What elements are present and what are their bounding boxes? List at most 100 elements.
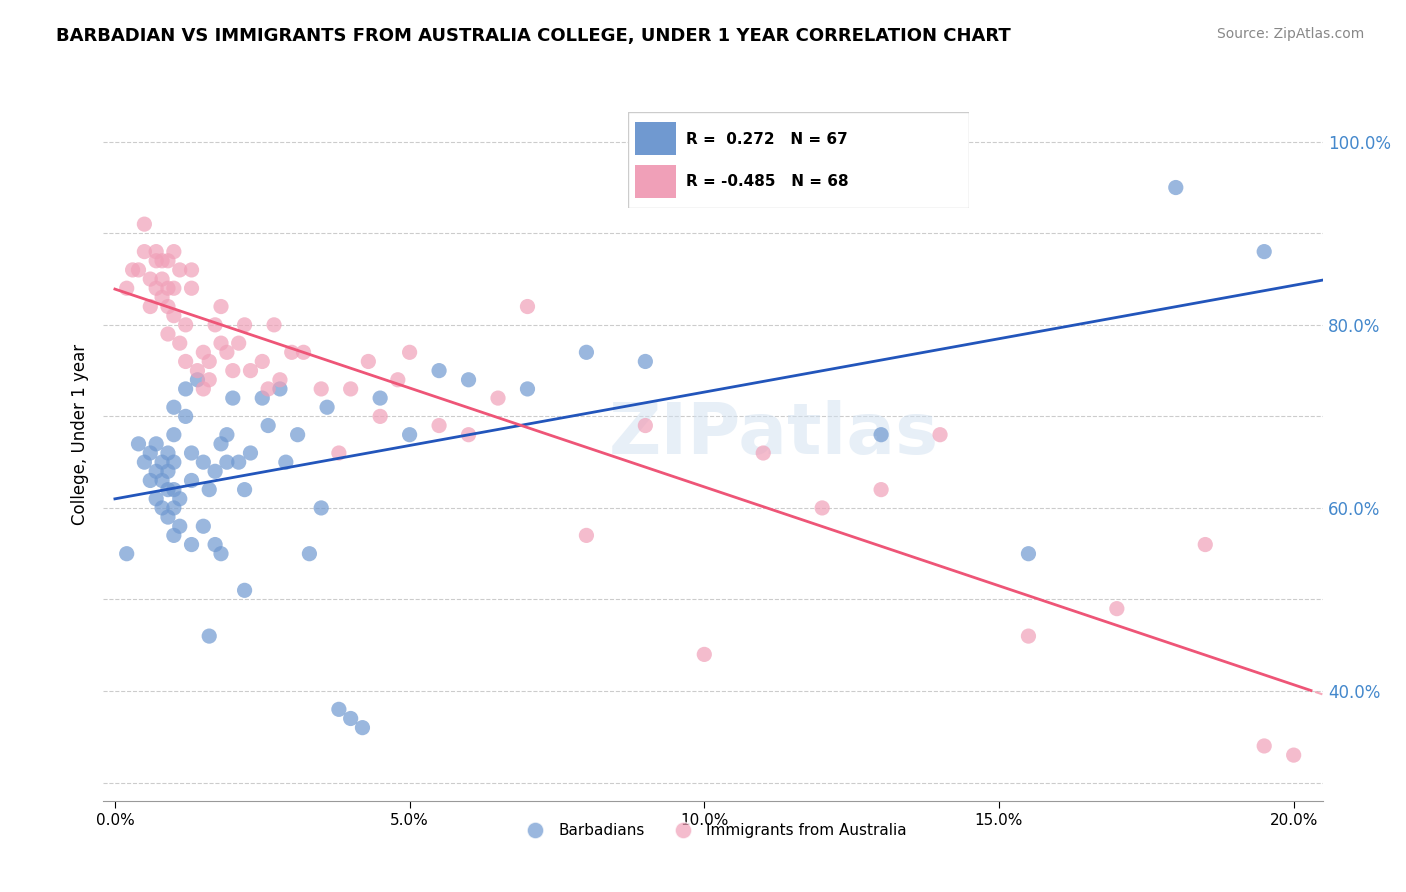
Point — [634, 418, 657, 433]
Point — [209, 547, 232, 561]
Point — [186, 373, 208, 387]
Point — [198, 354, 221, 368]
Text: BARBADIAN VS IMMIGRANTS FROM AUSTRALIA COLLEGE, UNDER 1 YEAR CORRELATION CHART: BARBADIAN VS IMMIGRANTS FROM AUSTRALIA C… — [56, 27, 1011, 45]
Point — [204, 318, 226, 332]
Text: ZIPatlas: ZIPatlas — [609, 401, 939, 469]
Point — [204, 464, 226, 478]
Point — [368, 409, 391, 424]
Point — [145, 244, 167, 259]
Point — [287, 427, 309, 442]
Point — [233, 483, 256, 497]
Point — [1253, 739, 1275, 753]
Point — [163, 244, 186, 259]
Point — [198, 483, 221, 497]
Point — [233, 318, 256, 332]
Point — [339, 382, 361, 396]
Point — [180, 281, 202, 295]
Point — [145, 464, 167, 478]
Point — [163, 401, 186, 415]
Point — [198, 373, 221, 387]
Point — [1282, 748, 1305, 763]
Point — [228, 455, 250, 469]
Point — [752, 446, 775, 460]
Point — [139, 272, 162, 286]
Point — [328, 446, 350, 460]
Point — [139, 474, 162, 488]
Point — [368, 391, 391, 405]
Point — [180, 446, 202, 460]
Point — [263, 318, 285, 332]
Point — [134, 455, 156, 469]
Point — [180, 474, 202, 488]
Point — [486, 391, 509, 405]
Point — [134, 217, 156, 231]
Point — [811, 500, 834, 515]
Point — [328, 702, 350, 716]
Point — [427, 363, 450, 377]
Point — [239, 363, 262, 377]
Point — [575, 528, 598, 542]
Point — [163, 309, 186, 323]
Point — [215, 345, 238, 359]
Point — [150, 455, 173, 469]
Point — [193, 519, 215, 533]
Legend: Barbadians, Immigrants from Australia: Barbadians, Immigrants from Australia — [513, 817, 912, 845]
Point — [280, 345, 302, 359]
Point — [156, 483, 179, 497]
Point — [156, 510, 179, 524]
Point — [128, 437, 150, 451]
Point — [1253, 244, 1275, 259]
Point — [150, 500, 173, 515]
Point — [316, 401, 339, 415]
Point — [198, 629, 221, 643]
Point — [174, 409, 197, 424]
Point — [163, 528, 186, 542]
Point — [239, 446, 262, 460]
Point — [115, 281, 138, 295]
Point — [193, 382, 215, 396]
Text: Source: ZipAtlas.com: Source: ZipAtlas.com — [1216, 27, 1364, 41]
Point — [134, 244, 156, 259]
Point — [150, 272, 173, 286]
Point — [174, 382, 197, 396]
Point — [115, 547, 138, 561]
Point — [257, 382, 280, 396]
Point — [174, 318, 197, 332]
Point — [169, 519, 191, 533]
Point — [516, 300, 538, 314]
Point — [457, 427, 479, 442]
Point — [169, 336, 191, 351]
Point — [352, 721, 374, 735]
Point — [156, 253, 179, 268]
Point — [139, 446, 162, 460]
Point — [298, 547, 321, 561]
Point — [204, 537, 226, 551]
Point — [145, 437, 167, 451]
Point — [693, 180, 716, 194]
Point — [1164, 180, 1187, 194]
Point — [693, 648, 716, 662]
Point — [150, 474, 173, 488]
Point — [156, 446, 179, 460]
Point — [387, 373, 409, 387]
Point — [174, 354, 197, 368]
Point — [398, 345, 420, 359]
Point — [215, 427, 238, 442]
Point — [222, 391, 245, 405]
Point — [156, 464, 179, 478]
Point — [269, 373, 291, 387]
Point — [163, 483, 186, 497]
Point — [634, 354, 657, 368]
Point — [1017, 629, 1039, 643]
Point — [252, 354, 274, 368]
Point — [186, 363, 208, 377]
Point — [457, 373, 479, 387]
Y-axis label: College, Under 1 year: College, Under 1 year — [72, 344, 89, 525]
Point — [233, 583, 256, 598]
Point — [870, 483, 893, 497]
Point — [252, 391, 274, 405]
Point — [1017, 547, 1039, 561]
Point — [180, 263, 202, 277]
Point — [150, 253, 173, 268]
Point — [193, 345, 215, 359]
